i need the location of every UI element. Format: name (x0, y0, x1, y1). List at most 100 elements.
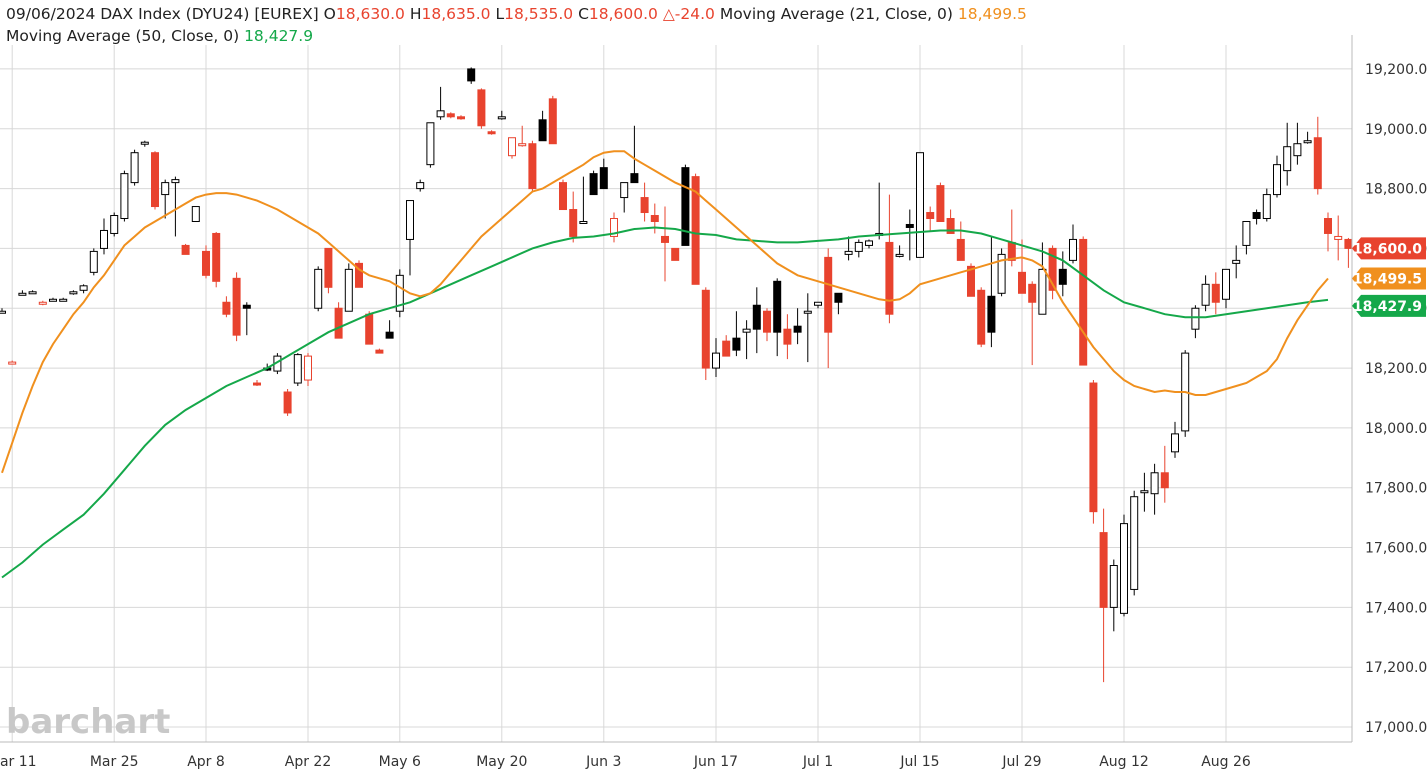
y-tick-label: 19,200.0 (1365, 62, 1427, 78)
candle (304, 353, 312, 387)
candle-body (783, 328, 792, 345)
candle-body (650, 215, 659, 222)
candle (875, 182, 884, 240)
candle-body (671, 247, 680, 261)
candle-body (253, 382, 261, 386)
candle-body (1242, 220, 1251, 246)
y-tick-label: 17,200.0 (1365, 660, 1427, 676)
candle (518, 125, 527, 147)
candle (865, 239, 873, 249)
candle-body (528, 143, 537, 190)
x-tick-label: May 20 (476, 754, 527, 770)
price-tags: 18,600.0 18,499.5 18,427.9 (1352, 237, 1426, 317)
candle-body (355, 262, 363, 288)
candle (681, 164, 690, 246)
candle (671, 247, 680, 261)
candle-body (630, 173, 639, 184)
candle (1211, 272, 1220, 315)
price-tag: 18,427.9 (1352, 294, 1426, 317)
candle (1171, 421, 1179, 458)
candle-body (1069, 238, 1077, 261)
ma21-label: Moving Average (21, Close, 0) (719, 5, 953, 23)
candle (1191, 305, 1200, 339)
candle (1344, 237, 1353, 268)
candle-body (732, 337, 741, 351)
candle-body (1222, 268, 1230, 300)
header-open: 18,630.0 (335, 5, 405, 23)
candle (1048, 245, 1057, 300)
candle (395, 269, 404, 318)
ma21-line (1, 150, 1329, 474)
candle (202, 245, 210, 279)
candle (406, 200, 414, 276)
candle-body (599, 167, 608, 190)
candle-body (110, 215, 119, 234)
candle-body (457, 116, 465, 120)
candle (1140, 472, 1149, 512)
candle-body (722, 340, 731, 357)
candle-body (49, 298, 57, 302)
candle (783, 314, 792, 360)
candle (528, 140, 537, 192)
candle (49, 297, 57, 302)
candle-body (763, 310, 771, 333)
candle-body (773, 280, 782, 333)
candle (1242, 220, 1251, 255)
candle-body (1232, 259, 1241, 264)
candle-body (1171, 433, 1179, 453)
x-tick-label: Jul 15 (899, 754, 939, 770)
candle (324, 247, 333, 294)
candle-body (1283, 146, 1292, 172)
candle-body (100, 229, 108, 249)
candle-body (1079, 238, 1088, 366)
candle (38, 300, 47, 306)
candle-body (497, 116, 506, 120)
x-tick-label: Mar 25 (90, 754, 139, 770)
candle-body (344, 268, 353, 312)
candle-body (1038, 268, 1047, 315)
candle-body (202, 250, 210, 276)
candle-body (814, 301, 822, 306)
candle-body (232, 277, 241, 336)
candle-body (926, 212, 935, 220)
candle-body (334, 307, 343, 339)
candle-body (1191, 307, 1200, 330)
candle (814, 301, 822, 309)
header-low: 18,535.0 (504, 5, 574, 23)
candle-body (1109, 565, 1118, 608)
candle-body (1089, 382, 1098, 513)
candle (579, 176, 588, 224)
y-tick-label: 18,800.0 (1365, 182, 1427, 198)
x-tick-label: Apr 8 (187, 754, 225, 770)
candle (457, 115, 465, 120)
price-tag-shape (1352, 267, 1426, 290)
candle-body (395, 274, 404, 312)
price-tag-label: 18,600.0 (1353, 241, 1422, 257)
candle (334, 302, 343, 339)
candle (1273, 155, 1281, 198)
candle (1252, 209, 1261, 225)
candle (926, 206, 935, 231)
candle-body (477, 89, 486, 127)
candle (1130, 490, 1139, 596)
candle-body (365, 313, 374, 345)
candle-body (181, 244, 190, 255)
candle-body (569, 209, 578, 237)
candle (222, 296, 231, 318)
candle-body (487, 131, 496, 135)
candle-body (508, 137, 516, 157)
candle-body (18, 292, 27, 296)
candle (824, 248, 833, 369)
x-tick-label: Mar 11 (0, 754, 37, 770)
candle-body (161, 182, 170, 196)
candle-body (171, 179, 180, 184)
header-change: △-24.0 (662, 5, 715, 23)
candle (977, 287, 986, 348)
candle (650, 203, 659, 234)
candle-body (436, 110, 445, 118)
candle (548, 95, 557, 145)
candle-body (0, 310, 6, 314)
candle-body (1028, 283, 1037, 303)
candle-body (69, 291, 78, 295)
